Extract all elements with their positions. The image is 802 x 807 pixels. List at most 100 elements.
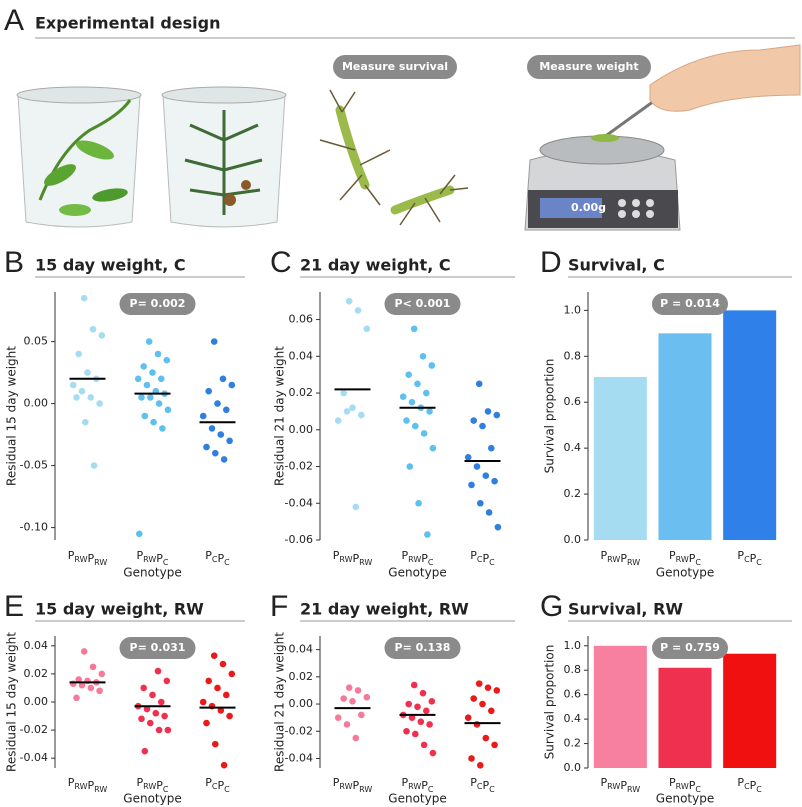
panel-title: 21 day weight, RW: [300, 600, 469, 619]
dot: [475, 380, 483, 388]
dot: [410, 681, 418, 689]
annotation: P< 0.001: [395, 297, 451, 310]
x-tick-label: PRWPC: [669, 549, 701, 567]
dot: [399, 393, 407, 401]
dot: [470, 695, 478, 702]
bar: [593, 645, 647, 768]
dot: [73, 394, 80, 401]
dot: [488, 444, 495, 452]
dot: [479, 422, 486, 430]
pill: [527, 55, 651, 79]
dot: [145, 338, 153, 345]
dot: [212, 740, 219, 748]
x-tick-label: PCPC: [470, 549, 495, 567]
insect-illustration: [319, 89, 469, 226]
dot: [424, 531, 431, 538]
dot: [214, 684, 221, 692]
dot: [349, 404, 356, 412]
panel-title: Experimental design: [35, 14, 221, 33]
panel-letter: F: [270, 590, 288, 623]
x-tick-label: PRWPC: [401, 549, 433, 567]
dot: [354, 307, 362, 314]
dot: [406, 463, 414, 470]
step-label: Measure weight: [539, 60, 638, 73]
dot: [155, 726, 163, 734]
dot: [155, 400, 163, 407]
dot: [414, 380, 421, 388]
cup-illustration: [161, 86, 287, 228]
y-tick-label: -0.10: [20, 521, 48, 534]
y-tick-label: -0.02: [285, 724, 313, 737]
y-tick-label: 1.0: [564, 303, 582, 316]
dot: [210, 652, 218, 659]
x-axis-label: Genotype: [656, 792, 714, 806]
scale-illustration: [524, 44, 801, 231]
dot: [345, 297, 353, 305]
scale-display: 0.00g: [571, 201, 606, 214]
bar: [658, 333, 712, 540]
x-tick-label: PRWPRW: [68, 776, 108, 794]
dot: [334, 417, 342, 424]
panel-title: Survival, C: [568, 256, 665, 275]
dot: [428, 698, 436, 705]
x-tick-label: PCPC: [470, 776, 495, 794]
x-axis-label: Genotype: [388, 566, 446, 580]
dot: [154, 667, 162, 675]
dot: [343, 408, 351, 415]
x-axis-label: Genotype: [656, 566, 714, 580]
dot: [494, 523, 502, 531]
dot: [482, 472, 490, 480]
dot: [73, 694, 80, 702]
dot: [134, 375, 142, 383]
dot: [69, 381, 77, 389]
annotation-pill: [384, 293, 461, 315]
y-tick-label: 0.4: [564, 712, 582, 725]
dot: [223, 406, 230, 414]
x-tick-label: PCPC: [737, 549, 762, 567]
dot: [419, 352, 427, 360]
dot: [219, 375, 227, 383]
dot: [479, 700, 486, 708]
y-tick-label: 0.00: [24, 695, 49, 708]
dot: [484, 684, 492, 692]
dot: [138, 715, 145, 723]
dot: [98, 332, 106, 339]
dot: [158, 375, 165, 383]
dot: [477, 499, 484, 507]
dot: [78, 681, 86, 689]
panel-letter: A: [4, 4, 24, 37]
dot: [205, 677, 212, 685]
dot: [138, 394, 145, 401]
bar: [593, 376, 647, 540]
dot: [429, 749, 437, 757]
dot: [208, 425, 216, 432]
dot: [203, 719, 210, 727]
panel-title: 15 day weight, RW: [35, 600, 204, 619]
x-tick-label: PCPC: [205, 776, 230, 794]
y-tick-label: 0.4: [564, 441, 582, 454]
y-axis-label: Survival proportion: [543, 645, 557, 760]
y-tick-label: 0.04: [289, 349, 314, 362]
y-tick-label: 0.6: [564, 688, 582, 701]
dot: [403, 727, 410, 735]
dot: [493, 411, 501, 419]
dot: [217, 707, 225, 714]
dot: [87, 394, 95, 401]
annotation-pill: [119, 637, 196, 659]
dot: [150, 418, 157, 426]
x-tick-label: PRWPC: [401, 776, 433, 794]
dot: [143, 705, 151, 713]
dot: [96, 400, 103, 407]
cup-illustration: [16, 86, 142, 228]
dot: [205, 387, 212, 395]
dot: [75, 350, 82, 358]
y-axis-label: Survival proportion: [543, 359, 557, 474]
dot: [493, 687, 501, 694]
dot: [403, 417, 410, 424]
pill: [333, 55, 457, 79]
dot: [149, 691, 156, 699]
y-tick-label: 0.0: [564, 761, 582, 774]
dot: [80, 648, 88, 655]
x-axis-label: Genotype: [123, 566, 181, 580]
